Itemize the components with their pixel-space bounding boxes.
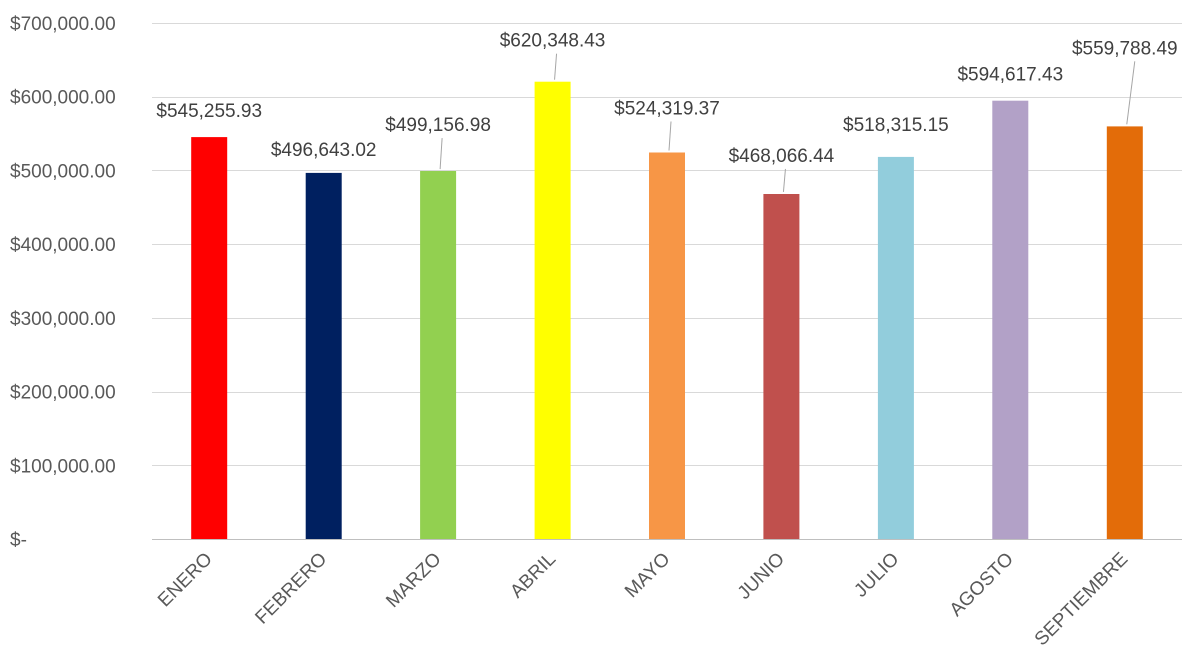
leader-line <box>782 168 786 193</box>
leader-line <box>668 121 672 151</box>
bar-septiembre <box>1106 126 1143 540</box>
y-tick-label: $700,000.00 <box>10 14 116 35</box>
x-tick-label: FEBRERO <box>251 549 331 629</box>
data-label: $499,156.98 <box>385 115 491 136</box>
data-label-leader-lines <box>439 53 1136 193</box>
y-tick-label: $100,000.00 <box>10 456 116 477</box>
y-axis-tick-labels: $- $100,000.00 $200,000.00 $300,000.00 $400,… <box>10 14 116 551</box>
y-tick-label: $- <box>10 530 27 551</box>
bar-enero <box>191 137 228 539</box>
y-tick-label: $600,000.00 <box>10 88 116 109</box>
bars <box>191 81 1143 540</box>
leader-line <box>554 53 558 80</box>
x-tick-label: MARZO <box>382 549 445 612</box>
x-tick-label: ABRIL <box>506 549 560 603</box>
bar-febrero <box>305 172 342 539</box>
y-tick-label: $400,000.00 <box>10 235 116 256</box>
leader-line <box>1126 61 1136 125</box>
data-label: $545,255.93 <box>156 101 262 122</box>
bar-marzo <box>420 171 457 539</box>
data-labels: $545,255.93 $496,643.02 $499,156.98 $620,34… <box>156 31 1177 167</box>
bar-junio <box>763 194 800 539</box>
data-label: $524,319.37 <box>614 99 720 120</box>
y-tick-label: $500,000.00 <box>10 161 116 182</box>
x-tick-label: AGOSTO <box>946 549 1018 621</box>
bar-mayo <box>649 152 685 539</box>
data-label: $518,315.15 <box>843 115 949 136</box>
y-tick-label: $200,000.00 <box>10 383 116 404</box>
leader-line <box>439 138 443 170</box>
data-label: $620,348.43 <box>500 31 606 52</box>
x-tick-label: SEPTIEMBRE <box>1031 549 1132 650</box>
x-tick-label: ENERO <box>154 549 217 612</box>
bar-abril <box>534 81 571 539</box>
x-tick-label: JUNIO <box>734 549 789 604</box>
x-axis-tick-labels: ENERO FEBRERO MARZO ABRIL MAYO JUNIO JULIO AGOS… <box>154 549 1132 650</box>
data-label: $468,066.44 <box>729 146 835 167</box>
data-label: $496,643.02 <box>271 140 377 161</box>
y-tick-label: $300,000.00 <box>10 309 116 330</box>
data-label: $594,617.43 <box>957 65 1063 86</box>
data-label: $559,788.49 <box>1072 38 1178 59</box>
x-tick-label: MAYO <box>621 549 674 602</box>
bar-julio <box>877 156 914 539</box>
bar-agosto <box>992 100 1029 539</box>
x-tick-label: JULIO <box>850 549 903 602</box>
